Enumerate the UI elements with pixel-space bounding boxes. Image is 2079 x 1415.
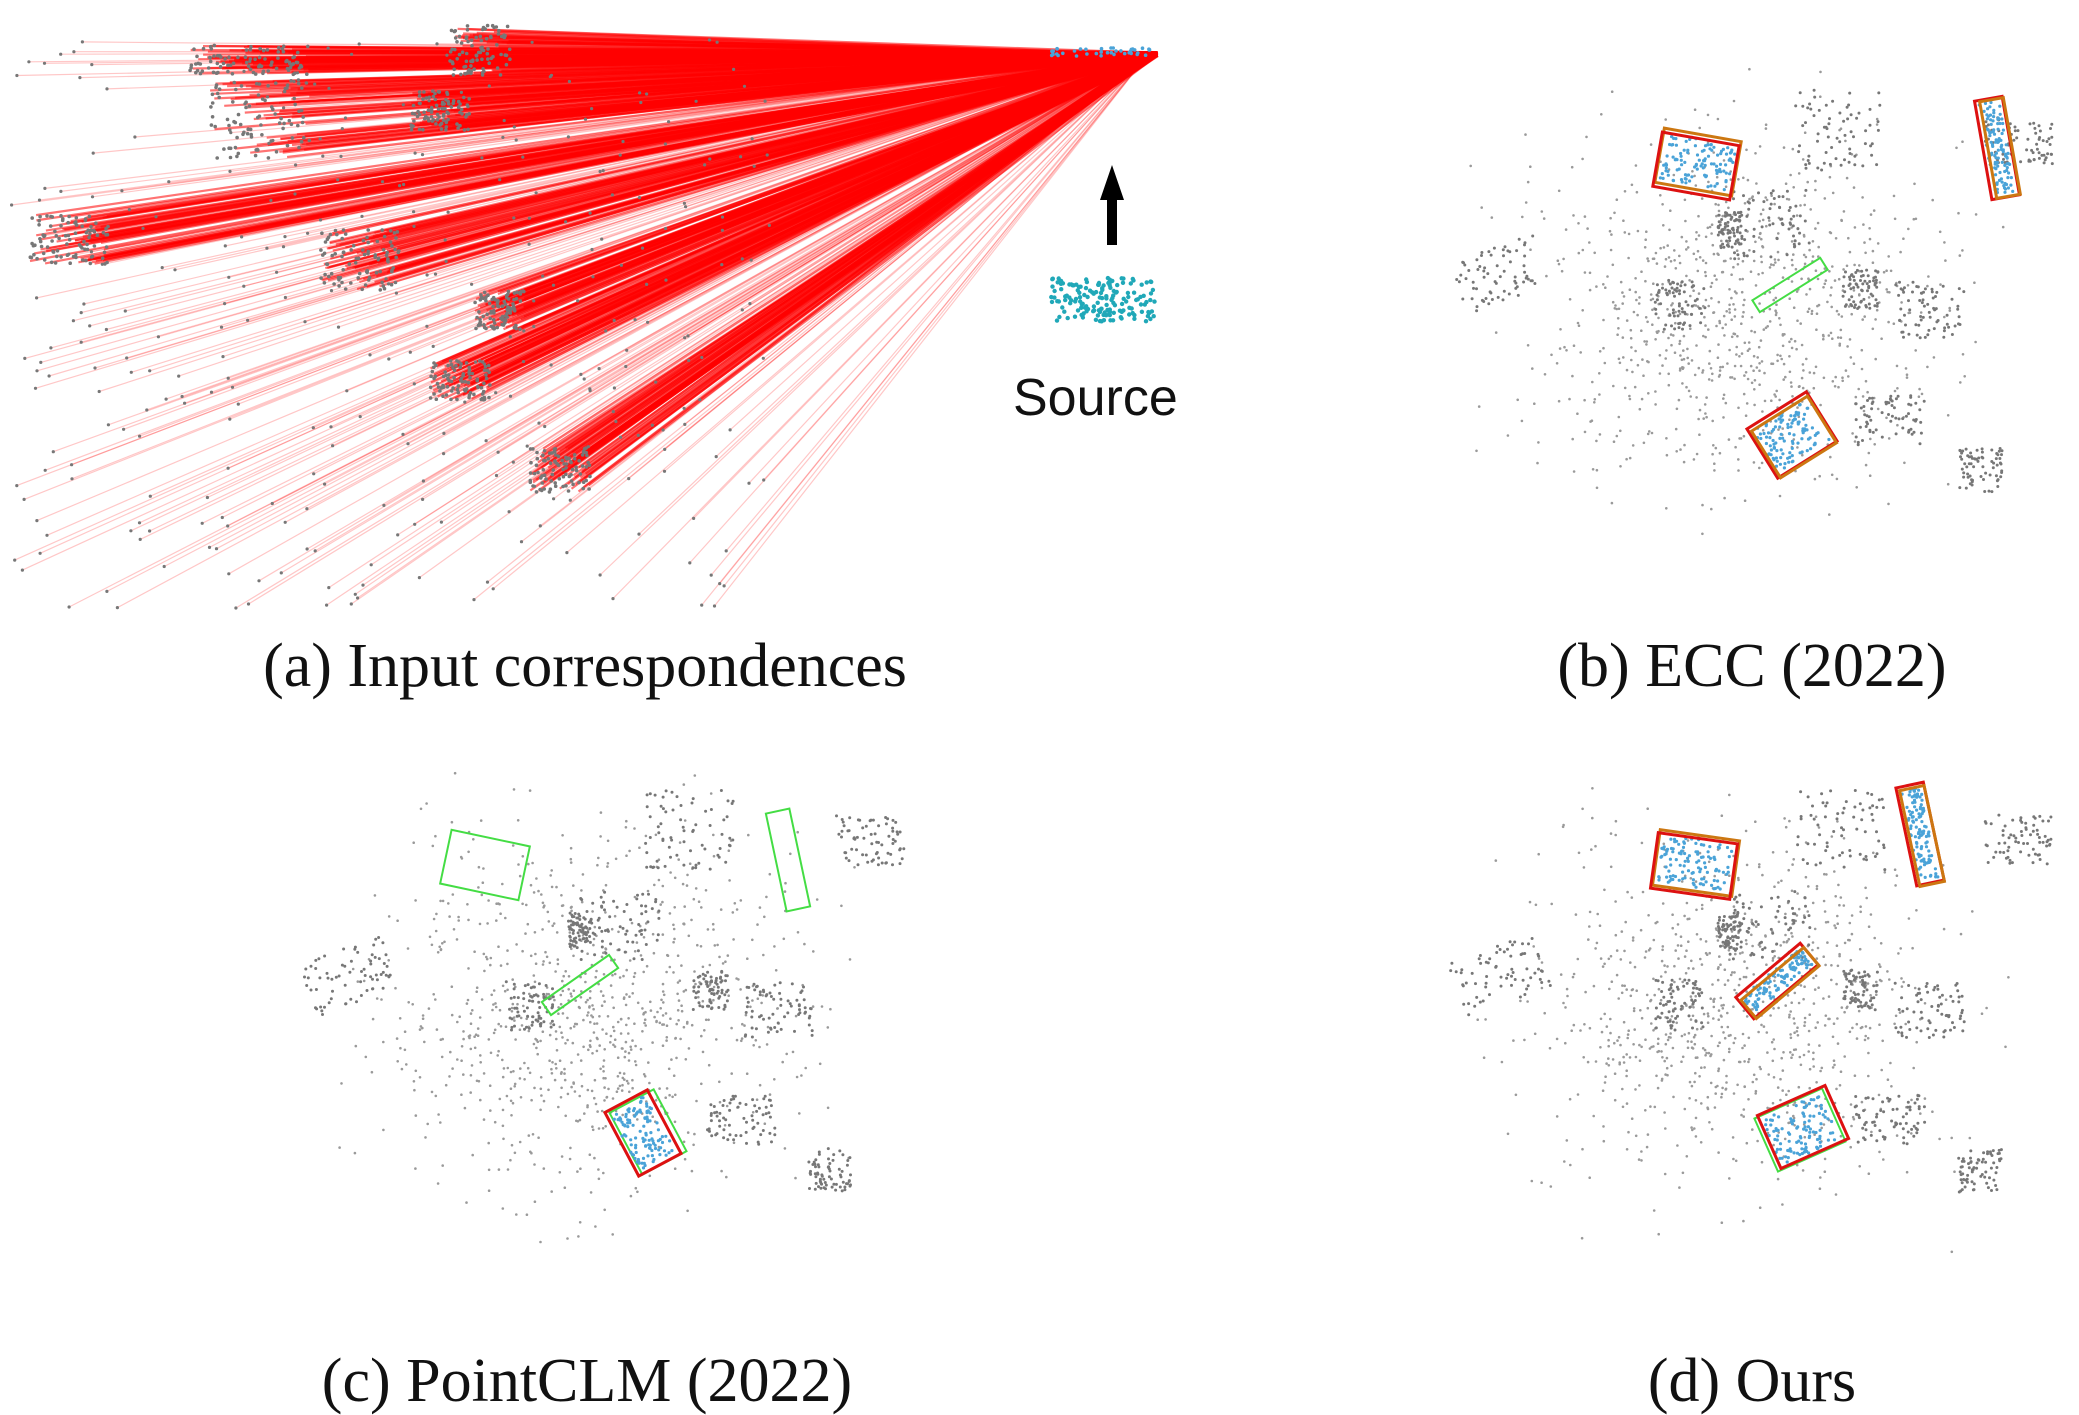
box-prediction [1648, 831, 1740, 901]
panel-input-correspondences [0, 0, 1200, 620]
caption-d: (d) Ours [1647, 1347, 1857, 1415]
box-orange [1897, 783, 1947, 889]
box-ground-truth [608, 1088, 688, 1176]
box-ground-truth [1753, 1087, 1847, 1173]
scene-points [303, 771, 906, 1244]
ecc-point-cloud [1455, 67, 2054, 536]
caption-c: (c) PointCLM (2022) [321, 1347, 853, 1415]
correspondence-lines [11, 27, 1159, 609]
box-orange [1738, 945, 1822, 1021]
box-ground-truth [764, 807, 812, 913]
box-ground-truth [540, 953, 620, 1017]
source-label: Source [1013, 369, 1178, 427]
box-orange [1749, 394, 1839, 480]
panel-ours [1420, 740, 2079, 1300]
scene-points [1449, 787, 2053, 1254]
panel-ecc [1420, 40, 2079, 600]
bounding-boxes [1648, 780, 1947, 1173]
target-points [10, 23, 771, 610]
scene-points [1455, 67, 2054, 536]
ours-point-cloud [1449, 780, 2053, 1254]
source-point-cloud [1049, 275, 1157, 324]
caption-b: (b) ECC (2022) [1557, 632, 1947, 700]
bounding-boxes [1651, 94, 2023, 481]
box-ground-truth [438, 828, 532, 902]
up-arrow-icon [1100, 165, 1124, 245]
box-prediction [1755, 1083, 1851, 1171]
pointclm-point-cloud [303, 771, 906, 1244]
box-orange [1650, 828, 1742, 898]
box-orange [1977, 95, 2023, 201]
box-prediction [602, 1087, 684, 1179]
box-prediction [1651, 130, 1741, 202]
correspondence-plot [10, 23, 1159, 610]
caption-a: (a) Input correspondences [263, 632, 907, 700]
box-ground-truth [1750, 256, 1830, 314]
source-points-top [1049, 46, 1152, 58]
panel-pointclm [270, 740, 930, 1300]
bounding-boxes [438, 807, 812, 1179]
